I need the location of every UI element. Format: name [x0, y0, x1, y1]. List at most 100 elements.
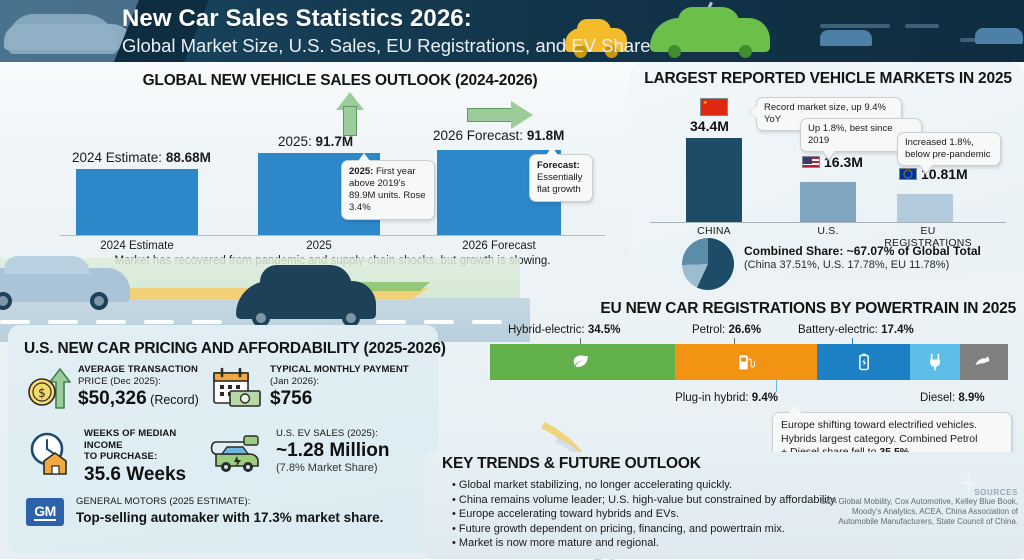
list-item: • China remains volume leader; U.S. high… — [452, 493, 838, 506]
flag-china-icon: ★ — [700, 98, 728, 116]
stat-weeks-of-median-income: WEEKS OF MEDIAN INCOME TO PURCHASE: 35.6… — [26, 428, 216, 486]
road-dark-car — [236, 265, 376, 327]
sparkle-icon — [958, 472, 980, 494]
powertrain-title: EU NEW CAR REGISTRATIONS BY POWERTRAIN I… — [600, 300, 1016, 317]
list-item: • Market is now more mature and regional… — [452, 537, 659, 550]
stat-label-line1: TYPICAL MONTHLY PAYMENT — [270, 364, 409, 375]
sources-line1: S&P Global Mobility, Cox Automotive, Kel… — [820, 497, 1018, 506]
powertrain-tick-phev — [776, 380, 777, 392]
ev-car-plug-icon — [210, 435, 259, 472]
stat-label-line1: WEEKS OF MEDIAN INCOME — [84, 428, 177, 451]
bar-eu — [897, 194, 953, 222]
stat-value: $756 — [270, 388, 313, 409]
sources-heading: SOURCES — [974, 488, 1018, 497]
calendar-cash-icon — [213, 367, 261, 407]
global-outlook-chart: GLOBAL NEW VEHICLE SALES OUTLOOK (2024-2… — [60, 72, 620, 267]
trends-title: KEY TRENDS & FUTURE OUTLOOK — [442, 455, 701, 472]
x-label-2024: 2024 Estimate — [100, 240, 174, 252]
powertrain-label-phev: Plug-in hybrid: 9.4% — [675, 392, 778, 404]
road-silver-car — [0, 256, 130, 310]
plug-icon — [930, 353, 941, 371]
header-small-car-1 — [820, 30, 872, 46]
stat-value-note: (7.8% Market Share) — [276, 461, 378, 474]
stat-label-line2: PRICE (Dec 2025): — [78, 375, 162, 387]
powertrain-label-hybrid: Hybrid-electric: 34.5% — [508, 324, 621, 336]
page-header: New Car Sales Statistics 2026: Global Ma… — [0, 0, 1024, 62]
list-item: • Global market stabilizing, no longer a… — [452, 479, 733, 491]
header-yellow-car — [565, 19, 627, 58]
chart-axis-line — [60, 235, 605, 236]
road-dash — [192, 320, 222, 324]
market-value-china: 34.4M — [690, 118, 729, 134]
powertrain-stacked-bar — [490, 344, 1008, 380]
header-green-car — [650, 7, 770, 58]
list-item: • Future growth dependent on pricing, fi… — [452, 522, 785, 535]
markets-axis-line — [650, 222, 1006, 223]
page-title: New Car Sales Statistics 2026: Global Ma… — [122, 6, 651, 58]
x-label-2025: 2025 — [306, 240, 332, 252]
powertrain-segment-hybrid — [490, 344, 675, 380]
bar-value-label-2024: 2024 Estimate: 88.68M — [72, 150, 211, 165]
svg-text:$: $ — [38, 386, 46, 400]
callout-eu: Increased 1.8%, below pre-pandemic — [897, 132, 1001, 175]
stat-label-line2: (Jan 2026): — [270, 375, 320, 387]
header-speed-stripe-1 — [820, 24, 890, 28]
market-label-us: U.S. — [817, 225, 839, 237]
page-title-line2: Global Market Size, U.S. Sales, EU Regis… — [122, 35, 651, 56]
bar-value-label-2026: 2026 Forecast: 91.8M — [433, 128, 565, 143]
powertrain-section: EU NEW CAR REGISTRATIONS BY POWERTRAIN I… — [480, 300, 1024, 467]
global-outlook-title: GLOBAL NEW VEHICLE SALES OUTLOOK (2024-2… — [142, 72, 538, 89]
combined-share-pie-chart — [682, 238, 734, 290]
header-speed-stripe-2 — [905, 24, 939, 28]
stat-label-line2: TO PURCHASE: — [84, 451, 158, 462]
stat-value: ~1.28 Million — [276, 439, 390, 461]
powertrain-tick-bev — [852, 338, 853, 346]
combined-share-line2: (China 37.51%, U.S. 17.78%, EU 11.78%) — [744, 259, 950, 271]
gm-label: GENERAL MOTORS (2025 ESTIMATE): — [76, 496, 251, 507]
markets-title: LARGEST REPORTED VEHICLE MARKETS IN 2025 — [644, 70, 1012, 87]
road-dash — [376, 320, 406, 324]
powertrain-tick-petrol — [734, 338, 735, 346]
flag-eu-icon — [899, 168, 917, 180]
bar-value-label-2025: 2025: 91.7M — [278, 134, 354, 149]
diesel-pump-icon — [975, 356, 990, 365]
combined-share-note: Combined Share: ~67.07% of Global Total … — [744, 244, 981, 271]
pricing-panel — [8, 325, 438, 553]
stat-us-ev-sales: U.S. EV SALES (2025): ~1.28 Million (7.8… — [208, 428, 423, 475]
powertrain-label-bev: Battery-electric: 17.4% — [798, 324, 914, 336]
sources-block: SOURCES S&P Global Mobility, Cox Automot… — [818, 488, 1018, 527]
road-dash — [472, 320, 502, 324]
powertrain-label-petrol: Petrol: 26.6% — [692, 324, 762, 336]
bar-china — [686, 138, 742, 222]
powertrain-label-diesel: Diesel: 8.9% — [920, 392, 985, 404]
road-dash — [96, 320, 126, 324]
market-value-eu: 10.81M — [921, 166, 968, 182]
gm-logo-icon: GM — [26, 498, 64, 526]
sources-line2: Moody's Analytics, ACEA, China Associati… — [851, 507, 1018, 516]
header-small-car-2 — [975, 28, 1023, 44]
stat-typical-monthly-payment: TYPICAL MONTHLY PAYMENT (Jan 2026): $756 — [208, 364, 418, 410]
fuel-pump-icon — [739, 355, 755, 370]
road-dash — [0, 320, 30, 324]
stat-value: $50,326 (Record) — [78, 388, 199, 409]
pie-slices — [682, 238, 734, 290]
leaf-icon — [573, 355, 589, 367]
road-dash — [144, 320, 174, 324]
clock-house-icon — [30, 432, 67, 475]
page-title-line1: New Car Sales Statistics 2026: — [122, 5, 472, 32]
road-dash — [424, 320, 454, 324]
callout-2026: Forecast: Essentially flat growth — [529, 145, 593, 202]
list-item: • Europe accelerating toward hybrids and… — [452, 508, 680, 521]
market-label-china: CHINA — [697, 225, 731, 237]
market-label-eu: EU REGISTRATIONS — [884, 225, 972, 249]
powertrain-segment-petrol — [674, 344, 817, 380]
battery-icon — [858, 353, 869, 371]
stat-value: 35.6 Weeks — [84, 463, 187, 485]
sources-line3: Automobile Manufacturers, State Council … — [838, 517, 1018, 526]
bar-2024-estimate — [76, 169, 198, 235]
pricing-title: U.S. NEW CAR PRICING AND AFFORDABILITY (… — [24, 340, 446, 357]
powertrain-segment-bev — [816, 344, 911, 380]
header-car-silhouette-a — [8, 14, 118, 54]
dollar-coin-up-arrow-icon: $ — [28, 368, 71, 409]
